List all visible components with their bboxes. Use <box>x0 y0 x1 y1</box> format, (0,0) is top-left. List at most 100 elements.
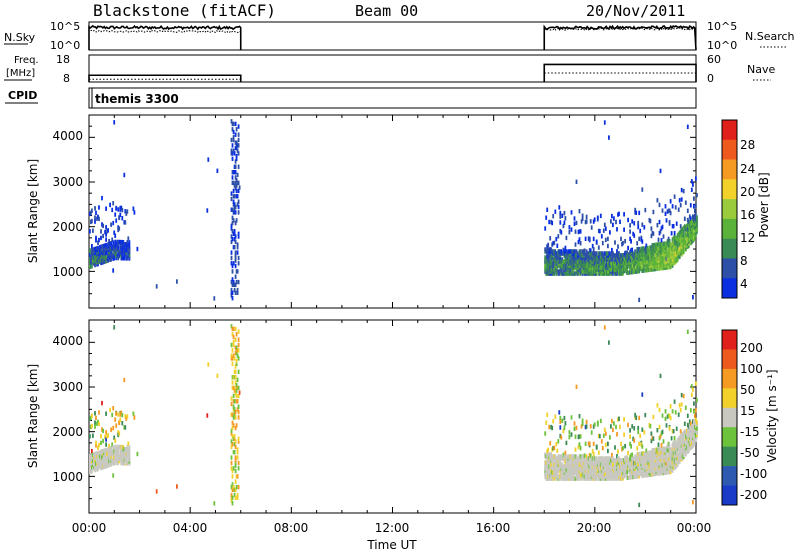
velocity-cell <box>684 430 687 435</box>
velocity-cell <box>234 444 237 450</box>
velocity-cell <box>216 373 219 378</box>
power-cell <box>121 252 124 257</box>
velocity-cell <box>117 444 120 450</box>
power-cell <box>230 119 233 124</box>
velocity-cell <box>117 460 120 466</box>
velocity-cell <box>607 441 609 447</box>
power-cbar-tick-28: 28 <box>740 138 755 152</box>
power-cell <box>562 263 565 268</box>
velocity-cell <box>692 387 694 392</box>
power-cell <box>237 151 240 156</box>
freq-panel: Freq. [MHz] 18 8 60 0 Nave <box>4 53 775 85</box>
velocity-cell <box>586 466 589 471</box>
power-cell <box>630 268 632 273</box>
power-cell <box>155 284 158 289</box>
power-cell <box>578 237 581 242</box>
velocity-cell <box>235 474 238 479</box>
power-cell <box>683 234 686 239</box>
velocity-cell <box>574 476 577 481</box>
power-cell <box>612 222 614 228</box>
power-cell <box>650 233 653 239</box>
velocity-cell <box>114 438 117 443</box>
velocity-cell <box>560 435 563 440</box>
velocity-cell <box>679 408 682 413</box>
velocity-cell <box>599 474 602 479</box>
power-cell <box>556 251 559 256</box>
power-cell <box>589 259 592 264</box>
power-cell <box>548 263 551 268</box>
velocity-cell <box>668 413 671 418</box>
velocity-cell <box>584 441 587 446</box>
velocity-cell <box>639 453 642 459</box>
velocity-cell <box>663 470 666 475</box>
power-cell <box>686 217 689 223</box>
velocity-cell <box>630 469 632 474</box>
power-cell <box>641 239 644 244</box>
velocity-cell <box>545 472 548 477</box>
power-cell <box>558 249 561 254</box>
velocity-cell <box>610 466 612 471</box>
power-cell <box>236 290 239 295</box>
velocity-cell <box>642 473 645 478</box>
velocity-cell <box>230 401 233 407</box>
velocity-cell <box>621 476 623 481</box>
velocity-cell <box>89 434 91 439</box>
power-cell <box>629 270 631 275</box>
power-cell <box>619 271 621 276</box>
velocity-cell <box>661 468 664 474</box>
freq-label-2: [MHz] <box>6 68 35 79</box>
velocity-cell <box>657 442 660 447</box>
power-cell <box>570 253 573 258</box>
velocity-cell <box>91 469 93 474</box>
velocity-cell <box>660 469 663 474</box>
power-cell <box>120 239 123 245</box>
power-cell <box>678 198 681 203</box>
velocity-cell <box>663 458 666 463</box>
power-cell <box>575 267 578 272</box>
power-cell <box>573 253 576 258</box>
velocity-cell <box>123 461 126 466</box>
power-cell <box>585 219 588 224</box>
power-cell <box>114 239 117 245</box>
power-cell <box>95 256 97 261</box>
velocity-cell <box>97 445 99 450</box>
velocity-cell <box>589 453 592 458</box>
velocity-cell <box>124 414 127 419</box>
velocity-cell <box>692 425 694 430</box>
power-cell <box>117 227 120 233</box>
velocity-cell <box>576 464 579 469</box>
power-cell <box>579 241 582 246</box>
colorbar-swatch <box>722 388 737 409</box>
power-cell <box>231 237 234 242</box>
power-cell <box>122 240 125 245</box>
power-cell <box>596 215 599 220</box>
power-cell <box>578 209 581 214</box>
power-cell <box>118 239 121 245</box>
power-cell <box>547 269 550 274</box>
velocity-cell <box>609 474 611 479</box>
power-cell <box>604 226 607 231</box>
velocity-cell <box>563 425 566 430</box>
power-cell <box>101 222 103 227</box>
velocity-cell <box>641 392 644 397</box>
power-cell <box>640 260 643 266</box>
velocity-cell <box>613 466 615 471</box>
power-cell <box>583 257 586 262</box>
power-cell <box>101 195 103 201</box>
velocity-cell <box>680 439 683 444</box>
power-cell <box>676 251 679 256</box>
velocity-cell <box>652 460 655 465</box>
power-cell <box>594 251 597 256</box>
power-cell <box>120 254 123 259</box>
power-cell <box>639 228 642 234</box>
velocity-cell <box>559 425 562 430</box>
power-cell <box>681 226 684 232</box>
velocity-cell <box>640 459 643 464</box>
velocity-cell <box>665 423 668 428</box>
velocity-cell <box>127 441 130 446</box>
velocity-cell <box>672 441 675 446</box>
velocity-cell <box>615 468 617 473</box>
power-cell <box>666 253 669 258</box>
power-cell <box>126 209 129 214</box>
power-cell <box>643 225 646 230</box>
